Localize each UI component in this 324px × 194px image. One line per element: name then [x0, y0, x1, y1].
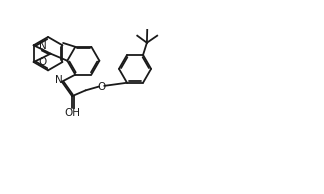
Text: N: N [39, 41, 47, 51]
Text: OH: OH [64, 107, 80, 118]
Text: N: N [55, 75, 63, 85]
Text: O: O [98, 81, 106, 92]
Text: O: O [38, 57, 46, 67]
